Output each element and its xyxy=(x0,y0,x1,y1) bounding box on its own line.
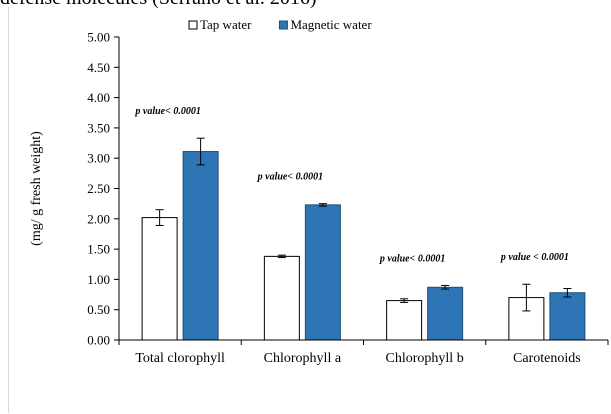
chart-panel: Tap water Magnetic water 0.00 0.50 1.00 1.50… xyxy=(8,7,611,413)
y-tick-label: 0.00 xyxy=(87,333,110,348)
bar-tap-water xyxy=(141,217,178,341)
annotations: p value< 0.0001 p value< 0.0001 p value< 0… xyxy=(134,106,568,264)
legend-label: Tap water xyxy=(200,17,252,32)
bar-chart: Tap water Magnetic water 0.00 0.50 1.00 1.50… xyxy=(29,17,609,366)
bar-magnetic-water xyxy=(549,292,586,341)
x-category-label: Total clorophyll xyxy=(135,351,225,366)
bar-magnetic-water xyxy=(304,204,341,341)
x-axis: Total clorophyll Chlorophyll a Chlorophyll… xyxy=(118,339,609,366)
legend: Tap water Magnetic water xyxy=(188,17,372,32)
y-tick-label: 1.50 xyxy=(87,242,110,257)
bars xyxy=(141,137,586,341)
y-tick-label: 2.00 xyxy=(87,211,110,226)
p-value-annotation: p value < 0.0001 xyxy=(500,252,569,263)
p-value-annotation: p value< 0.0001 xyxy=(379,253,445,264)
bar-magnetic-water xyxy=(182,151,219,341)
bar-tap-water xyxy=(386,300,423,341)
caption-fragment: defense molecules (Serrano et al. 2016) xyxy=(0,0,611,11)
bar-tap-water xyxy=(263,255,300,341)
y-axis: 0.00 0.50 1.00 1.50 2.00 2.50 3.00 3.50 4.00 4.50… xyxy=(29,30,120,348)
y-tick-label: 5.00 xyxy=(87,30,110,45)
legend-swatch xyxy=(278,20,288,30)
p-value-annotation: p value< 0.0001 xyxy=(134,106,200,117)
p-value-annotation: p value< 0.0001 xyxy=(257,172,323,183)
bar-magnetic-water xyxy=(427,286,464,341)
x-category-label: Chlorophyll b xyxy=(386,351,464,366)
y-axis-label: (mg/ g fresh weight) xyxy=(29,131,44,246)
y-tick-label: 2.50 xyxy=(87,181,110,196)
y-tick-label: 1.00 xyxy=(87,272,110,287)
legend-label: Magnetic water xyxy=(290,17,372,32)
bar-tap-water xyxy=(508,297,545,341)
y-tick-label: 4.00 xyxy=(87,90,110,105)
y-tick-label: 4.50 xyxy=(87,60,110,75)
x-category-label: Chlorophyll a xyxy=(264,351,342,366)
y-tick-label: 3.00 xyxy=(87,151,110,166)
y-tick-label: 0.50 xyxy=(87,302,110,317)
legend-swatch xyxy=(188,20,198,30)
x-category-label: Carotenoids xyxy=(513,351,581,366)
y-tick-label: 3.50 xyxy=(87,120,110,135)
